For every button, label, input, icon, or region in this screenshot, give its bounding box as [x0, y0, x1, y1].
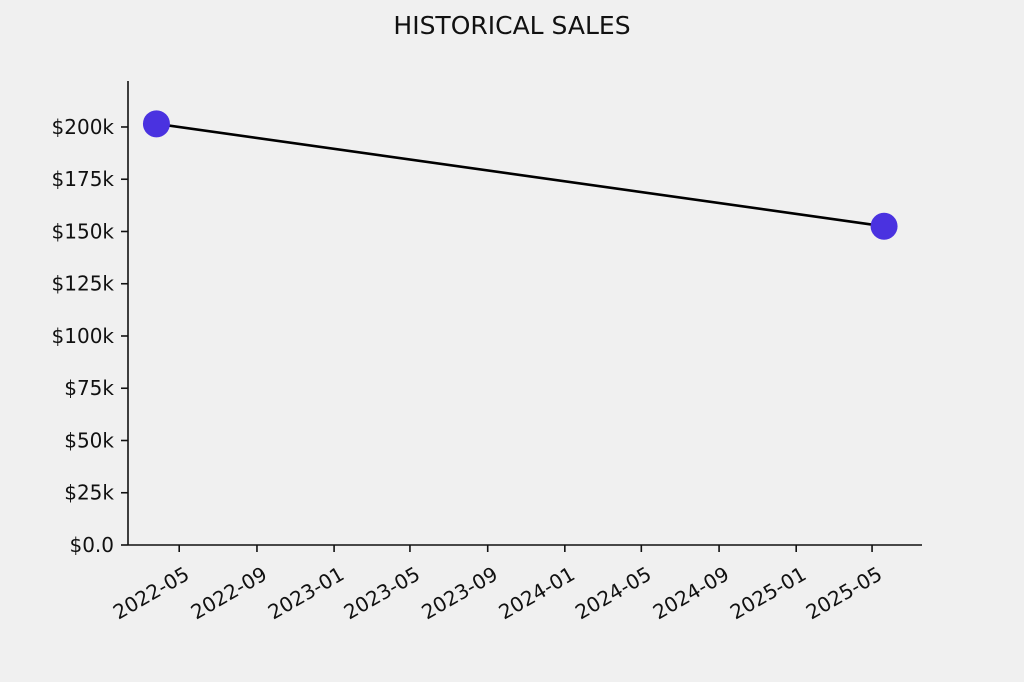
- y-tick-label: $175k: [52, 167, 115, 191]
- y-tick-label: $50k: [64, 428, 114, 452]
- data-point: [870, 212, 898, 240]
- y-tick-label: $200k: [52, 115, 115, 139]
- data-point: [142, 110, 170, 138]
- y-axis: $0.0 $25k $50k $75k $100k $125k $150k $175k $200…: [52, 81, 129, 557]
- y-tick-label: $25k: [64, 481, 114, 505]
- x-tick-label: 2025-05: [802, 562, 886, 625]
- series-line: [156, 122, 885, 228]
- x-tick-label: 2024-05: [571, 562, 655, 625]
- x-tick-label: 2023-01: [264, 562, 348, 625]
- x-tick-label: 2025-01: [726, 562, 810, 625]
- x-tick-label: 2024-09: [649, 562, 733, 625]
- x-axis: 2022-052022-092023-012023-052023-092024-…: [109, 544, 922, 625]
- y-tick-label: $150k: [52, 219, 115, 243]
- y-tick-label: $100k: [52, 324, 115, 348]
- x-tick-label: 2023-05: [340, 562, 424, 625]
- chart-title: HISTORICAL SALES: [393, 11, 630, 40]
- plot-series: [142, 110, 898, 240]
- y-tick-label: $75k: [64, 376, 114, 400]
- y-tick-label: $125k: [52, 272, 115, 296]
- x-tick-label: 2024-01: [495, 562, 579, 625]
- x-tick-label: 2022-09: [187, 562, 271, 625]
- y-tick-label: $0.0: [69, 533, 114, 557]
- x-tick-label: 2022-05: [109, 562, 193, 625]
- x-tick-label: 2023-09: [417, 562, 501, 625]
